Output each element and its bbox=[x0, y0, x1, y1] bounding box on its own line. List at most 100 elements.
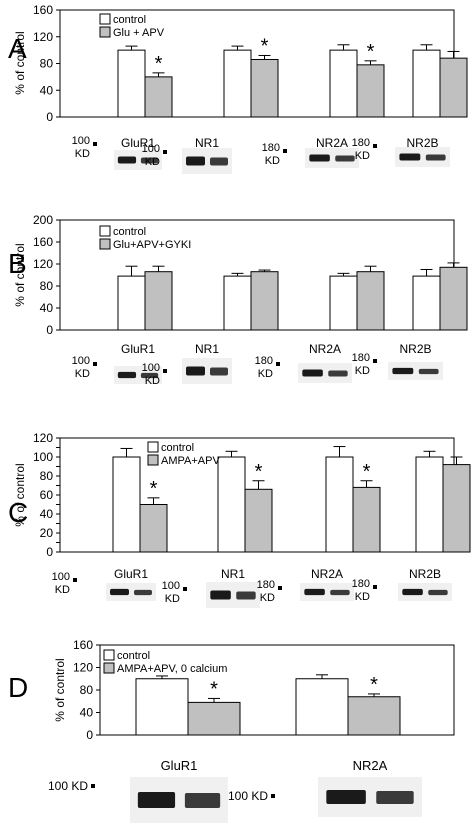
blot-band-control bbox=[137, 791, 176, 809]
blot-band-control bbox=[302, 369, 323, 377]
blot-background bbox=[114, 366, 162, 384]
bar-ampa-apv-nr1 bbox=[244, 488, 273, 553]
blot-size-marker-line: KD bbox=[75, 148, 90, 160]
blot-band-control bbox=[110, 588, 129, 596]
panel-C: C 0 20 40 60 80 100 120 % of control * * * controlAM… bbox=[8, 431, 471, 608]
significance-star: * bbox=[155, 53, 163, 75]
blot-band-treatment bbox=[425, 154, 446, 161]
legend-swatch bbox=[147, 441, 159, 453]
legend-swatch bbox=[103, 649, 115, 661]
blot-size-marker: 100 KD bbox=[52, 571, 70, 596]
bar-control-nr2a bbox=[295, 678, 349, 736]
blot-size-marker-line: 100 bbox=[52, 571, 70, 583]
blot-band-treatment bbox=[335, 155, 355, 162]
y-tick-label: 40 bbox=[80, 706, 94, 720]
blot-band-treatment bbox=[236, 591, 256, 600]
bar-control-nr2b bbox=[415, 456, 444, 553]
blot-label: GluR1 bbox=[114, 567, 148, 581]
blot-label: NR2B bbox=[399, 342, 431, 356]
bar-glu-apv-glur1 bbox=[144, 76, 173, 118]
blot-band-treatment bbox=[134, 589, 152, 596]
blot-band-treatment bbox=[140, 157, 159, 164]
blot-size-marker: 100 KD bbox=[72, 135, 90, 160]
blot-size-tick bbox=[278, 586, 282, 590]
blot-background bbox=[305, 148, 359, 168]
blot-band-control bbox=[402, 588, 423, 596]
y-tick-label: 40 bbox=[40, 83, 54, 97]
bar-ampa-apv-0-calcium-nr2a bbox=[347, 696, 401, 736]
blot-size-tick bbox=[283, 149, 287, 153]
blot-band-control bbox=[399, 153, 421, 161]
y-tick-label: 0 bbox=[86, 728, 93, 742]
y-tick-label: 0 bbox=[46, 545, 53, 559]
blot-size-tick bbox=[93, 362, 97, 366]
y-tick-label: 40 bbox=[40, 507, 54, 521]
blot-size-marker-line: 180 bbox=[255, 355, 273, 367]
blot-size-marker: 100 KD bbox=[142, 362, 160, 387]
legend-swatch bbox=[99, 26, 111, 38]
blot-size-marker-line: 100 bbox=[162, 580, 180, 592]
blot-band-treatment bbox=[428, 589, 448, 596]
bar-glu-apv-nr2a bbox=[356, 64, 385, 118]
blot-band-control bbox=[309, 154, 330, 162]
blot-size-marker-line: 100 KD bbox=[48, 779, 88, 793]
bar-control-glur1 bbox=[117, 49, 146, 118]
blot-label: NR2A bbox=[353, 758, 388, 773]
significance-star: * bbox=[255, 461, 263, 483]
bar-ampa-apv-0-calcium-glur1 bbox=[187, 701, 241, 736]
blot-size-marker: 180 KD bbox=[255, 355, 273, 380]
blot-label: NR2B bbox=[409, 567, 441, 581]
blot-background bbox=[298, 363, 352, 383]
blot-size-marker-line: 100 KD bbox=[228, 789, 268, 803]
blot-size-marker-line: KD bbox=[355, 365, 370, 377]
blot-band-treatment bbox=[418, 368, 439, 375]
blot-size-tick bbox=[163, 369, 167, 373]
bar-control-nr2a bbox=[329, 275, 358, 331]
blot-background bbox=[398, 583, 452, 601]
blot-size-marker-line: KD bbox=[355, 150, 370, 162]
bar-control-nr2a bbox=[325, 456, 354, 553]
bar-ampa-apv-nr2b bbox=[442, 464, 471, 553]
blot-band-control bbox=[304, 588, 325, 596]
legend-entry: control bbox=[113, 226, 146, 238]
bar-control-nr2b bbox=[412, 275, 441, 331]
blot-label: NR2B bbox=[406, 136, 438, 150]
legend-swatch bbox=[147, 454, 159, 466]
bar-ampa-apv-glur1 bbox=[139, 504, 168, 553]
significance-star: * bbox=[370, 674, 378, 696]
panel-letter: D bbox=[8, 672, 28, 703]
blot-size-tick bbox=[276, 362, 280, 366]
legend-swatch bbox=[103, 662, 115, 674]
panel-letter: B bbox=[8, 248, 27, 279]
blot-background bbox=[300, 583, 354, 601]
y-tick-label: 80 bbox=[40, 57, 54, 71]
blot-size-marker: 100 KD bbox=[162, 580, 180, 605]
blot-band-treatment bbox=[328, 370, 348, 377]
blot-background bbox=[388, 362, 443, 380]
bar-control-nr1 bbox=[223, 49, 252, 118]
blot-background bbox=[106, 583, 156, 601]
blot-band-treatment bbox=[210, 157, 228, 166]
bar-control-glur1 bbox=[135, 678, 189, 736]
significance-star: * bbox=[150, 478, 158, 500]
blot-size-tick bbox=[73, 578, 77, 582]
blot-label: NR2A bbox=[311, 567, 343, 581]
legend-entry: control bbox=[113, 14, 146, 26]
blot-label: NR1 bbox=[195, 342, 219, 356]
blot-size-tick bbox=[373, 585, 377, 589]
y-tick-label: 160 bbox=[33, 235, 53, 249]
blot-size-tick bbox=[163, 150, 167, 154]
y-tick-label: 40 bbox=[40, 301, 54, 315]
panel-B: B 0 40 80 120 160 200 % of control controlGlu+AP… bbox=[8, 213, 468, 387]
y-tick-label: 0 bbox=[46, 110, 53, 124]
blot-size-marker-line: 100 bbox=[72, 355, 90, 367]
blot-band-control bbox=[326, 790, 366, 804]
blot-size-marker: 180 KD bbox=[352, 352, 370, 377]
blot-size-marker-line: 180 bbox=[352, 137, 370, 149]
y-tick-label: 80 bbox=[40, 469, 54, 483]
blot-label: GluR1 bbox=[121, 342, 155, 356]
blot-size-marker: 180 KD bbox=[352, 137, 370, 162]
significance-star: * bbox=[367, 41, 375, 63]
y-tick-label: 120 bbox=[73, 661, 93, 675]
